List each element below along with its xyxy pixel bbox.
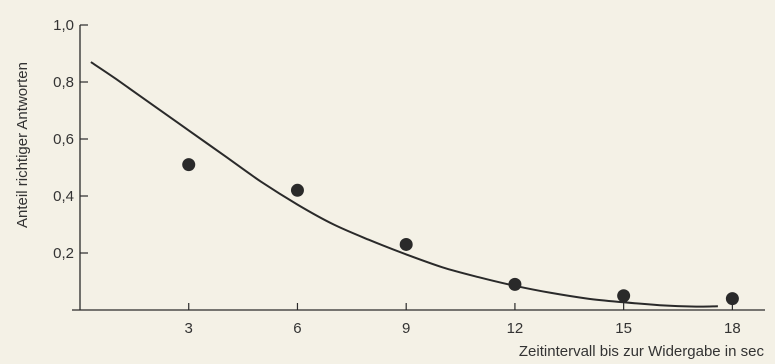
- data-points: [182, 158, 739, 306]
- data-point: [290, 183, 304, 197]
- data-point: [617, 289, 631, 303]
- x-axis-title: Zeitintervall bis zur Widergabe in sec: [519, 343, 765, 360]
- x-tick-label: 18: [724, 320, 741, 337]
- data-point: [508, 277, 522, 291]
- x-tick-label: 12: [507, 320, 524, 337]
- y-tick-label: 0,2: [53, 245, 74, 262]
- y-axis-ticks: 0,2 0,4 0,6 0,8 1,0: [53, 17, 88, 262]
- x-tick-label: 6: [293, 320, 301, 337]
- y-axis-title: Anteil richtiger Antworten: [14, 62, 31, 228]
- x-tick-label: 3: [185, 320, 193, 337]
- y-tick-label: 0,4: [53, 188, 74, 205]
- x-tick-label: 15: [615, 320, 632, 337]
- x-tick-label: 9: [402, 320, 410, 337]
- y-tick-label: 1,0: [53, 17, 74, 34]
- y-tick-label: 0,8: [53, 74, 74, 91]
- data-point: [399, 237, 413, 251]
- y-tick-label: 0,6: [53, 131, 74, 148]
- x-axis-ticks: 3 6 9 12 15 18: [185, 303, 741, 337]
- data-point: [725, 292, 739, 306]
- fit-curve: [90, 61, 718, 308]
- data-point: [182, 158, 196, 172]
